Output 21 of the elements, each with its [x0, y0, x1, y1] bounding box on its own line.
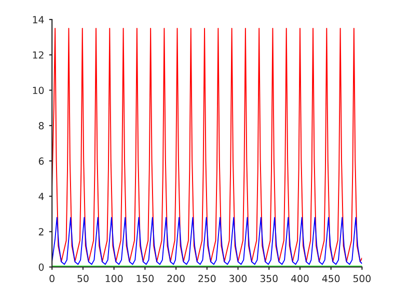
x-tick-label: 100	[106, 274, 123, 282]
y-tick-label: 2	[38, 228, 44, 236]
y-tick-label: 0	[38, 263, 44, 271]
x-tick-label: 400	[291, 274, 309, 282]
x-tick-label: 50	[78, 274, 89, 282]
x-tick-label: 0	[50, 274, 54, 282]
x-tick-label: 150	[136, 274, 154, 282]
y-tick-label: 6	[38, 157, 44, 165]
x-tick-label: 350	[260, 274, 278, 282]
x-tick-label: 200	[167, 274, 185, 282]
x-tick-label: 500	[353, 274, 371, 282]
y-tick-label: 10	[33, 86, 44, 94]
line-series	[52, 217, 362, 265]
y-tick-label: 4	[38, 192, 44, 200]
y-tick-label: 8	[38, 122, 44, 130]
y-tick-label: 12	[33, 51, 44, 59]
x-tick-label: 250	[198, 274, 216, 282]
x-tick-label: 450	[322, 274, 340, 282]
line-series	[52, 28, 362, 262]
x-tick-label: 300	[229, 274, 247, 282]
y-tick-label: 14	[33, 16, 44, 24]
